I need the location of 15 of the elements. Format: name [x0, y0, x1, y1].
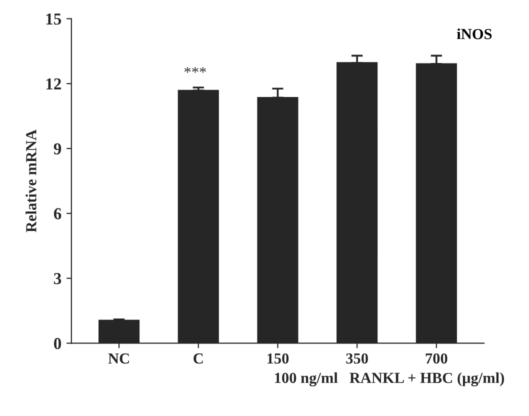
y-tick-label: 3	[54, 273, 62, 284]
annotation: ***	[184, 67, 206, 73]
y-tick-label: 15	[46, 14, 62, 25]
x-tick-label: C	[194, 353, 203, 364]
x-axis-title: 100 ng/ml RANKL + HBC (μg/ml)	[275, 372, 504, 386]
x-tick-label: 350	[346, 353, 368, 364]
y-tick-label: 0	[54, 338, 62, 350]
y-tick-label: 12	[46, 78, 61, 90]
y-tick-label: 9	[54, 143, 62, 154]
annotation: iNOS	[456, 28, 492, 40]
x-tick-label: NC	[108, 353, 129, 364]
x-tick-label: 150	[267, 353, 289, 364]
y-axis-title: Relative mRNA	[26, 130, 36, 232]
y-tick-label: 6	[54, 208, 62, 220]
x-tick-label: 700	[426, 353, 448, 364]
